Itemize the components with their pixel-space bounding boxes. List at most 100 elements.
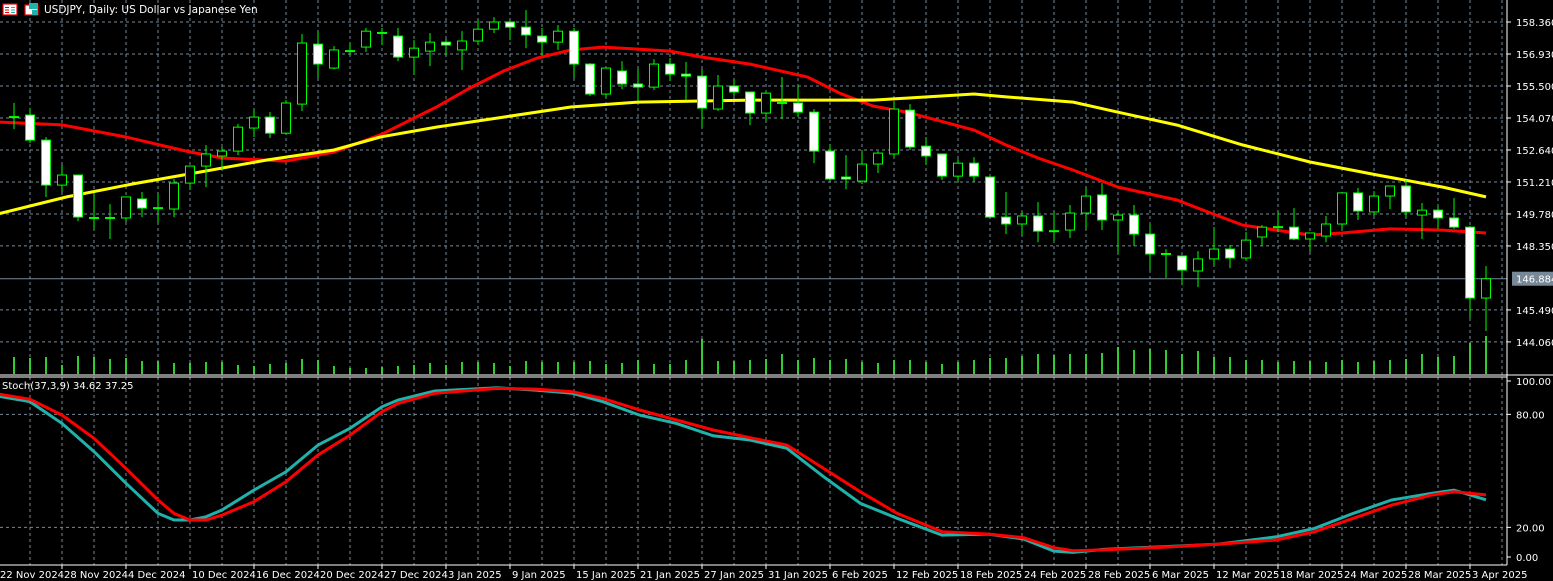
candle[interactable]: [649, 59, 659, 91]
candle[interactable]: [1465, 226, 1475, 318]
candle[interactable]: [1225, 245, 1235, 269]
candle[interactable]: [201, 145, 211, 188]
candle[interactable]: [313, 31, 323, 79]
candle[interactable]: [233, 124, 243, 156]
candle[interactable]: [73, 174, 83, 222]
candle[interactable]: [1097, 183, 1107, 231]
candle[interactable]: [713, 75, 723, 112]
save-template-icon[interactable]: [24, 3, 39, 16]
candle[interactable]: [1145, 224, 1155, 271]
candle[interactable]: [1289, 208, 1299, 241]
candle[interactable]: [153, 192, 163, 223]
candle[interactable]: [729, 79, 739, 97]
candle[interactable]: [1209, 227, 1219, 265]
candle[interactable]: [793, 85, 803, 118]
candle[interactable]: [937, 153, 947, 180]
candle[interactable]: [297, 34, 307, 112]
candle[interactable]: [969, 157, 979, 182]
candle[interactable]: [681, 62, 691, 101]
candle[interactable]: [361, 28, 371, 52]
candle[interactable]: [281, 100, 291, 135]
candle[interactable]: [345, 43, 355, 56]
candle[interactable]: [569, 28, 579, 79]
candle[interactable]: [953, 159, 963, 182]
candle[interactable]: [665, 58, 675, 82]
candle[interactable]: [409, 40, 419, 76]
candle[interactable]: [537, 28, 547, 56]
candle[interactable]: [1401, 179, 1411, 218]
candle[interactable]: [1449, 198, 1459, 229]
candle[interactable]: [1257, 225, 1267, 247]
candle[interactable]: [1417, 202, 1427, 240]
candle[interactable]: [57, 164, 67, 193]
candle-body-bull: [601, 67, 611, 95]
candle[interactable]: [329, 46, 339, 69]
candle[interactable]: [1273, 211, 1283, 233]
candle[interactable]: [265, 112, 275, 139]
candle[interactable]: [1049, 211, 1059, 242]
candle[interactable]: [1305, 232, 1315, 252]
candle[interactable]: [441, 39, 451, 57]
candle[interactable]: [1017, 211, 1027, 237]
candle[interactable]: [1433, 206, 1443, 229]
candle[interactable]: [377, 28, 387, 46]
candle[interactable]: [1321, 215, 1331, 243]
candle[interactable]: [873, 151, 883, 174]
candle[interactable]: [601, 67, 611, 99]
candle[interactable]: [9, 102, 19, 130]
candle[interactable]: [473, 19, 483, 46]
candle[interactable]: [841, 155, 851, 190]
candle[interactable]: [633, 68, 643, 101]
candle[interactable]: [1481, 266, 1491, 331]
candle[interactable]: [697, 68, 707, 128]
candle[interactable]: [889, 100, 899, 158]
candle[interactable]: [1033, 202, 1043, 243]
candle[interactable]: [457, 31, 467, 71]
candle[interactable]: [121, 196, 131, 222]
candle[interactable]: [825, 144, 835, 182]
candle[interactable]: [617, 61, 627, 90]
candle[interactable]: [1081, 187, 1091, 231]
candle[interactable]: [393, 28, 403, 62]
candle[interactable]: [1369, 191, 1379, 216]
candle[interactable]: [41, 136, 51, 197]
candle[interactable]: [1353, 187, 1363, 220]
candle[interactable]: [217, 147, 227, 169]
candle[interactable]: [185, 165, 195, 191]
candle[interactable]: [425, 32, 435, 67]
candle[interactable]: [985, 176, 995, 218]
candle[interactable]: [1113, 211, 1123, 254]
stochastic-indicator[interactable]: [0, 386, 1487, 554]
candle[interactable]: [521, 10, 531, 49]
candle[interactable]: [1193, 251, 1203, 288]
candle[interactable]: [921, 136, 931, 165]
candle[interactable]: [1065, 204, 1075, 239]
candle[interactable]: [249, 109, 259, 137]
candle[interactable]: [1161, 249, 1171, 278]
candle[interactable]: [1337, 192, 1347, 229]
candle[interactable]: [809, 109, 819, 164]
candle[interactable]: [585, 63, 595, 97]
candle[interactable]: [1385, 185, 1395, 210]
candles[interactable]: [9, 10, 1491, 331]
candle[interactable]: [1129, 204, 1139, 247]
candle[interactable]: [777, 77, 787, 120]
candle[interactable]: [489, 17, 499, 33]
candle[interactable]: [137, 192, 147, 218]
candle[interactable]: [857, 151, 867, 184]
candle[interactable]: [505, 19, 515, 41]
candle-body-bull: [1113, 214, 1123, 221]
candle[interactable]: [1001, 192, 1011, 235]
candle[interactable]: [553, 25, 563, 50]
candle[interactable]: [105, 204, 115, 240]
candle[interactable]: [25, 108, 35, 144]
candle[interactable]: [905, 104, 915, 150]
candle[interactable]: [1241, 232, 1251, 261]
candle[interactable]: [745, 91, 755, 126]
candle[interactable]: [89, 192, 99, 231]
candle[interactable]: [761, 92, 771, 122]
candle[interactable]: [1177, 255, 1187, 286]
candle[interactable]: [169, 179, 179, 218]
chart-list-icon[interactable]: [2, 3, 18, 16]
